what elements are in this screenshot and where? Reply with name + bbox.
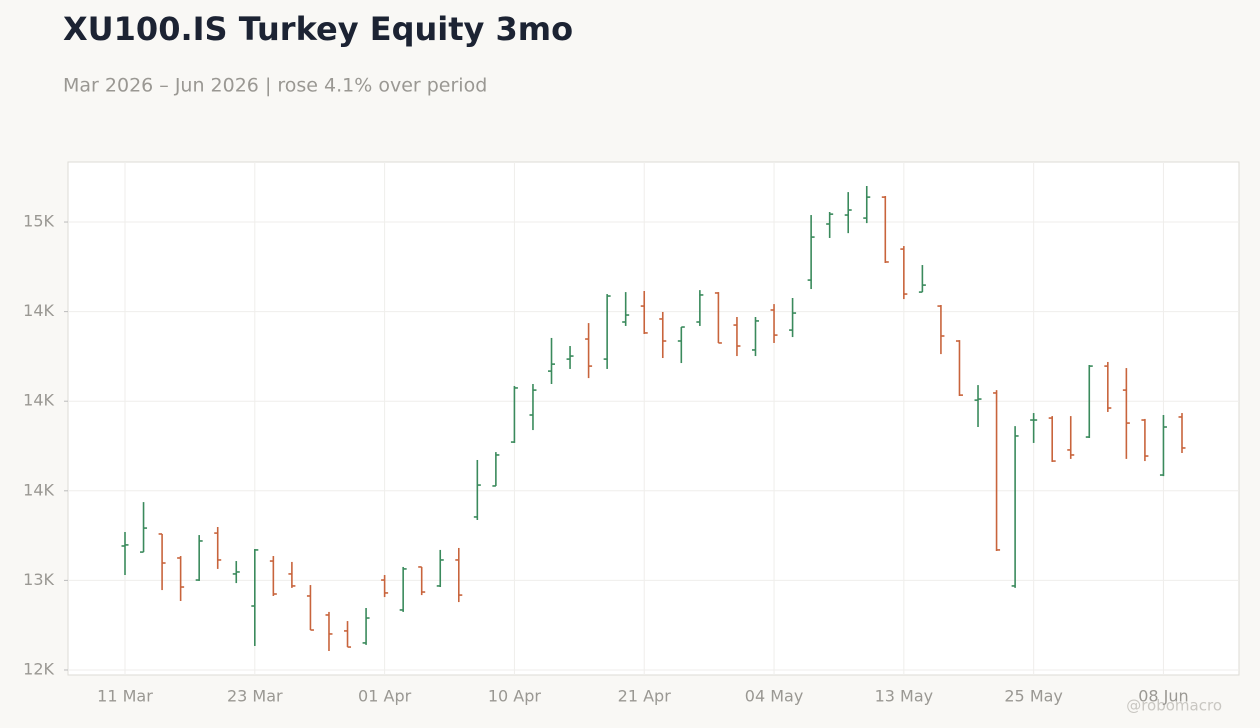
y-tick-label: 15K xyxy=(23,212,54,231)
y-tick-label: 13K xyxy=(23,570,54,589)
chart-title: XU100.IS Turkey Equity 3mo xyxy=(63,10,573,48)
x-tick-label: 23 Mar xyxy=(227,687,283,706)
x-tick-label: 01 Apr xyxy=(358,687,412,706)
y-tick-label: 14K xyxy=(23,480,54,499)
y-tick-label: 12K xyxy=(23,659,54,678)
plot-area xyxy=(67,161,1240,676)
x-tick-label: 10 Apr xyxy=(488,687,542,706)
y-tick-label: 14K xyxy=(23,391,54,410)
x-tick-label: 11 Mar xyxy=(97,687,153,706)
watermark: @robomacro xyxy=(1126,697,1222,715)
x-tick-label: 25 May xyxy=(1004,687,1063,706)
x-tick-label: 13 May xyxy=(875,687,934,706)
x-tick-label: 08 Jun xyxy=(1138,687,1188,706)
x-tick-label: 21 Apr xyxy=(618,687,672,706)
x-tick-label: 04 May xyxy=(745,687,804,706)
y-tick-label: 14K xyxy=(23,301,54,320)
chart-subtitle: Mar 2026 – Jun 2026 | rose 4.1% over per… xyxy=(63,75,487,97)
